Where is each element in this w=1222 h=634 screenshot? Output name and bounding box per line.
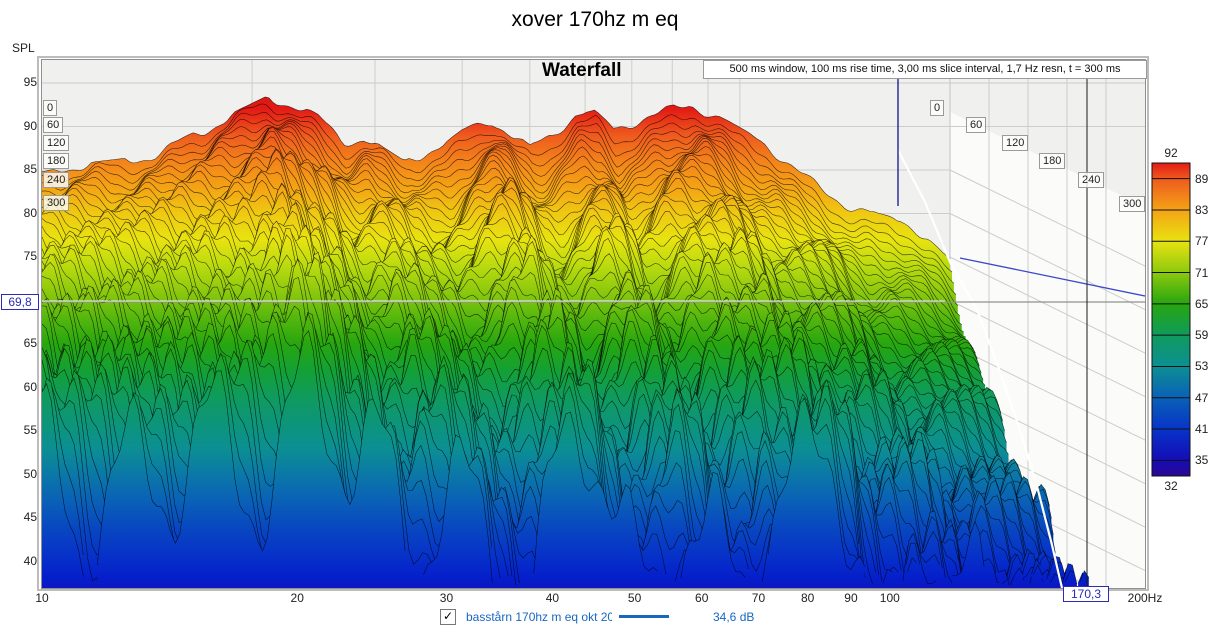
colorbar-tick-label: 41 <box>1195 422 1209 437</box>
cursor-freq-readout[interactable]: 170,3 <box>1063 586 1109 602</box>
time-tick-label-right: 240 <box>1078 172 1105 188</box>
measurement-settings: 500 ms window, 100 ms rise time, 3,00 ms… <box>703 60 1147 79</box>
colorbar-tick-label: 35 <box>1195 453 1209 468</box>
y-tick-label: 65 <box>23 336 37 350</box>
y-tick-label: 50 <box>23 466 37 481</box>
time-tick-label-left: 0 <box>43 100 58 116</box>
check-icon: ✓ <box>442 608 454 623</box>
colorbar-min-label: 32 <box>1164 479 1178 493</box>
x-tick-label: 10 <box>35 591 49 605</box>
colorbar-tick-label: 83 <box>1195 202 1209 217</box>
time-tick-label-left: 60 <box>43 117 64 133</box>
time-tick-label-left: 300 <box>43 195 70 211</box>
legend-trace-color-line <box>619 615 669 619</box>
colorbar-tick-label: 77 <box>1195 234 1209 249</box>
y-tick-label: 75 <box>23 249 37 263</box>
colorbar-tick-label: 47 <box>1195 390 1209 405</box>
plot-inner-title: Waterfall <box>542 60 622 81</box>
x-tick-label: 40 <box>545 591 560 605</box>
colorbar-max-label: 92 <box>1164 146 1178 160</box>
cursor-spl-readout[interactable]: 69,8 <box>1 294 39 310</box>
x-tick-label: 200Hz <box>1127 591 1163 605</box>
legend-row: ✓ basstårn 170hz m eq okt 20 34,6 dB <box>440 608 754 626</box>
colorbar-tick-label: 59 <box>1195 328 1209 343</box>
y-tick-label: 90 <box>23 118 37 133</box>
x-tick-label: 90 <box>844 591 858 605</box>
colorbar-tick-label: 71 <box>1195 265 1209 280</box>
time-tick-label-right: 0 <box>930 100 945 116</box>
spl-axis-title: SPL <box>12 41 35 55</box>
colorbar-tick-label: 89 <box>1195 171 1209 186</box>
y-tick-label: 45 <box>23 510 37 524</box>
y-tick-label: 95 <box>23 75 37 89</box>
x-tick-label: 50 <box>627 591 642 605</box>
colorbar-tick-label: 65 <box>1195 296 1209 311</box>
legend-trace-name[interactable]: basstårn 170hz m eq okt 20 <box>466 609 612 624</box>
legend-checkbox[interactable]: ✓ <box>440 608 456 625</box>
time-tick-label-left: 120 <box>43 135 70 151</box>
time-tick-label-left: 240 <box>43 172 70 188</box>
x-tick-label: 30 <box>439 591 454 605</box>
x-tick-label: 20 <box>290 591 304 605</box>
y-tick-label: 85 <box>23 162 37 176</box>
x-tick-label: 60 <box>695 591 709 605</box>
x-tick-label: 100 <box>879 591 900 605</box>
time-tick-label-right: 300 <box>1119 196 1146 212</box>
legend-cursor-value: 34,6 dB <box>713 609 755 624</box>
time-tick-label-left: 180 <box>43 153 70 169</box>
y-tick-label: 80 <box>23 205 37 220</box>
x-tick-label: 70 <box>751 591 766 605</box>
y-tick-label: 40 <box>23 553 37 568</box>
time-tick-label-right: 120 <box>1002 135 1029 151</box>
time-tick-label-right: 60 <box>966 117 987 133</box>
time-tick-label-right: 180 <box>1039 153 1066 169</box>
page-title: xover 170hz m eq <box>511 8 679 31</box>
y-tick-label: 55 <box>23 423 37 437</box>
y-tick-label: 60 <box>23 379 37 394</box>
x-tick-label: 80 <box>800 591 815 605</box>
colorbar-tick-label: 53 <box>1195 359 1209 374</box>
